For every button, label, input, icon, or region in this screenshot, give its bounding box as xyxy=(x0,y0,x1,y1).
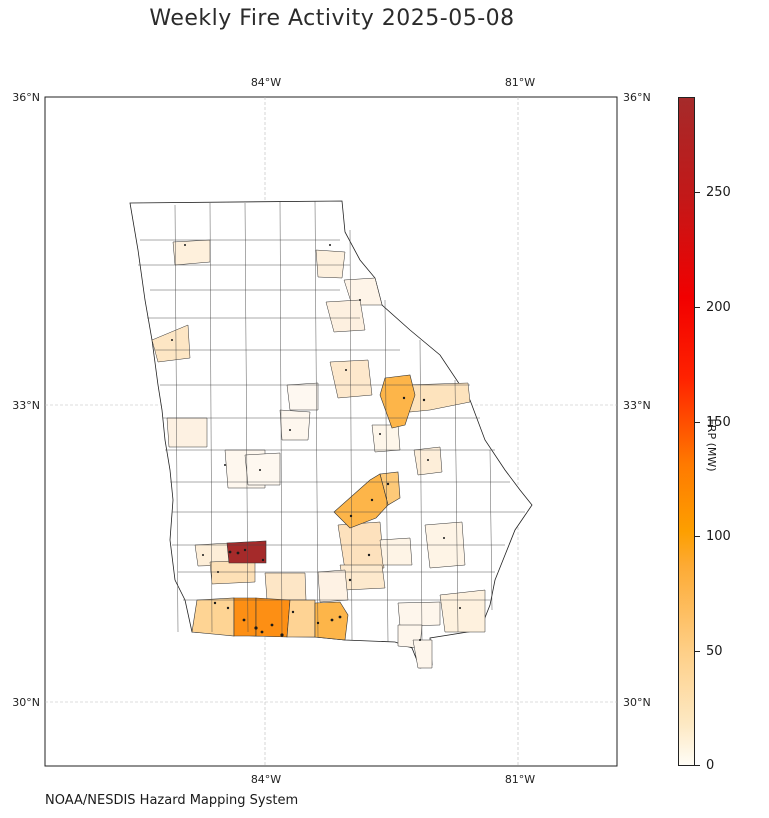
county-south-4 xyxy=(286,599,316,638)
right-lat-label-36: 36°N xyxy=(623,91,651,104)
fire-detections xyxy=(171,244,461,641)
colorbar-tick-100 xyxy=(695,536,700,537)
county-high-jefferson xyxy=(333,473,389,529)
right-lat-label-33: 33°N xyxy=(623,399,651,412)
colorbar-title: FRP (MW) xyxy=(705,418,718,472)
county-fills-low xyxy=(151,239,486,669)
colorbar-tick-50 xyxy=(695,651,700,652)
colorbar-label-0: 0 xyxy=(706,758,715,773)
county-maroon xyxy=(226,540,267,564)
left-lat-label-33: 33°N xyxy=(12,399,40,412)
top-lon-label-81: 81°W xyxy=(505,76,535,89)
county-high-central xyxy=(379,374,416,429)
colorbar-tick-150 xyxy=(695,422,700,423)
right-lat-label-30: 30°N xyxy=(623,696,651,709)
colorbar-label-150: 150 xyxy=(706,415,731,430)
map-title: Weekly Fire Activity 2025-05-08 xyxy=(149,6,515,31)
colorbar-label-100: 100 xyxy=(706,529,731,544)
colorbar-tick-250 xyxy=(695,192,700,193)
left-lat-label-36: 36°N xyxy=(12,91,40,104)
colorbar-tick-200 xyxy=(695,307,700,308)
data-source-credit: NOAA/NESDIS Hazard Mapping System xyxy=(45,793,299,808)
county-lines xyxy=(138,200,525,643)
bottom-lon-label-84: 84°W xyxy=(251,773,281,786)
colorbar-label-200: 200 xyxy=(706,300,731,315)
county-south-1 xyxy=(191,597,235,637)
colorbar-label-50: 50 xyxy=(706,644,723,659)
county-south-2 xyxy=(233,597,257,637)
top-lon-label-84: 84°W xyxy=(251,76,281,89)
left-lat-label-30: 30°N xyxy=(12,696,40,709)
colorbar-label-250: 250 xyxy=(706,185,731,200)
bottom-lon-label-81: 81°W xyxy=(505,773,535,786)
colorbar-tick-0 xyxy=(695,765,700,766)
colorbar xyxy=(678,97,695,766)
